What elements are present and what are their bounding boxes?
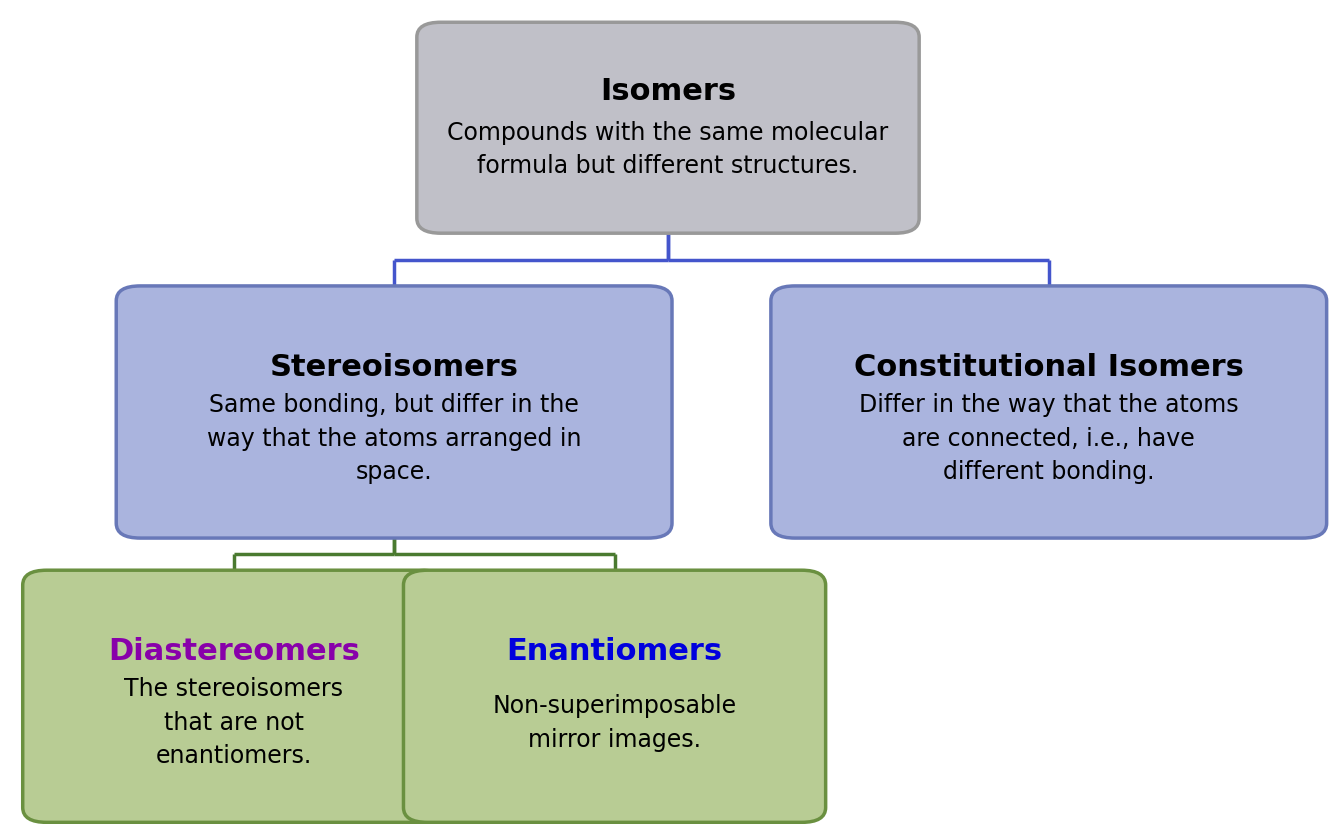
Text: Constitutional Isomers: Constitutional Isomers xyxy=(854,353,1244,382)
Text: Compounds with the same molecular
formula but different structures.: Compounds with the same molecular formul… xyxy=(448,121,888,178)
FancyBboxPatch shape xyxy=(403,570,826,822)
Text: Diastereomers: Diastereomers xyxy=(108,637,359,667)
Text: Non-superimposable
mirror images.: Non-superimposable mirror images. xyxy=(493,695,736,751)
Text: Stereoisomers: Stereoisomers xyxy=(270,353,518,382)
FancyBboxPatch shape xyxy=(23,570,445,822)
Text: The stereoisomers
that are not
enantiomers.: The stereoisomers that are not enantiome… xyxy=(124,677,343,769)
Text: Isomers: Isomers xyxy=(600,77,736,106)
FancyBboxPatch shape xyxy=(116,286,672,538)
FancyBboxPatch shape xyxy=(771,286,1327,538)
FancyBboxPatch shape xyxy=(417,22,919,233)
Text: Enantiomers: Enantiomers xyxy=(506,637,723,667)
Text: Differ in the way that the atoms
are connected, i.e., have
different bonding.: Differ in the way that the atoms are con… xyxy=(859,393,1238,485)
Text: Same bonding, but differ in the
way that the atoms arranged in
space.: Same bonding, but differ in the way that… xyxy=(207,393,581,485)
